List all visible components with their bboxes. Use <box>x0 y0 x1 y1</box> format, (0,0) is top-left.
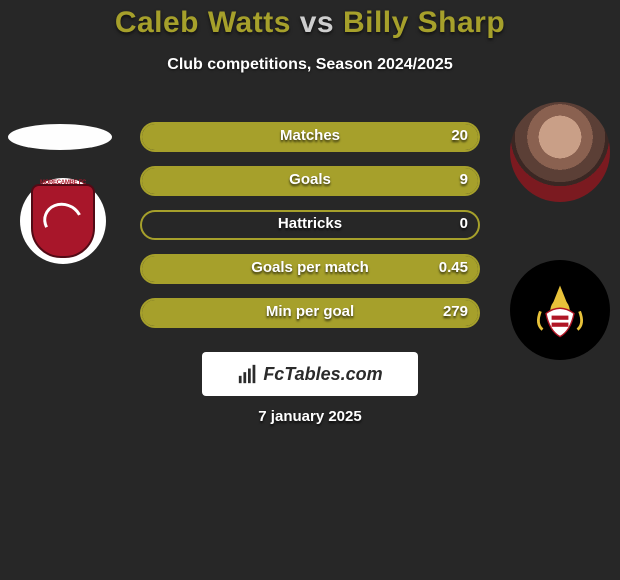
comparison-infographic: Caleb Watts vs Billy Sharp Club competit… <box>0 0 620 580</box>
page-title: Caleb Watts vs Billy Sharp <box>0 0 620 40</box>
player1-club-crest: MORECAMBE FC <box>20 178 106 264</box>
doncaster-crest-icon <box>525 275 595 345</box>
brand-text: FcTables.com <box>263 364 382 385</box>
stat-label: Goals <box>142 171 478 188</box>
player2-avatar <box>510 102 610 202</box>
stat-value-right: 0 <box>460 215 468 232</box>
player2-club-crest <box>510 260 610 360</box>
stat-label: Min per goal <box>142 303 478 320</box>
title-player2: Billy Sharp <box>343 6 505 39</box>
stat-label: Matches <box>142 127 478 144</box>
stat-row: Hattricks0 <box>140 210 480 240</box>
stat-row: Min per goal279 <box>140 298 480 328</box>
stat-row: Goals per match0.45 <box>140 254 480 284</box>
subtitle: Club competitions, Season 2024/2025 <box>0 56 620 74</box>
stat-value-right: 0.45 <box>439 259 468 276</box>
brand-box: FcTables.com <box>202 352 418 396</box>
title-player1: Caleb Watts <box>115 6 291 39</box>
bar-chart-icon <box>237 363 259 385</box>
stat-row: Goals9 <box>140 166 480 196</box>
stat-value-right: 20 <box>451 127 468 144</box>
stats-bars: Matches20 Goals9 Hattricks0 Goals per match… <box>140 122 480 342</box>
stat-value-right: 9 <box>460 171 468 188</box>
date-text: 7 january 2025 <box>0 408 620 425</box>
stat-label: Hattricks <box>142 215 478 232</box>
stat-label: Goals per match <box>142 259 478 276</box>
stat-row: Matches20 <box>140 122 480 152</box>
stat-value-right: 279 <box>443 303 468 320</box>
player1-avatar-placeholder <box>8 124 112 150</box>
title-vs: vs <box>300 6 334 39</box>
